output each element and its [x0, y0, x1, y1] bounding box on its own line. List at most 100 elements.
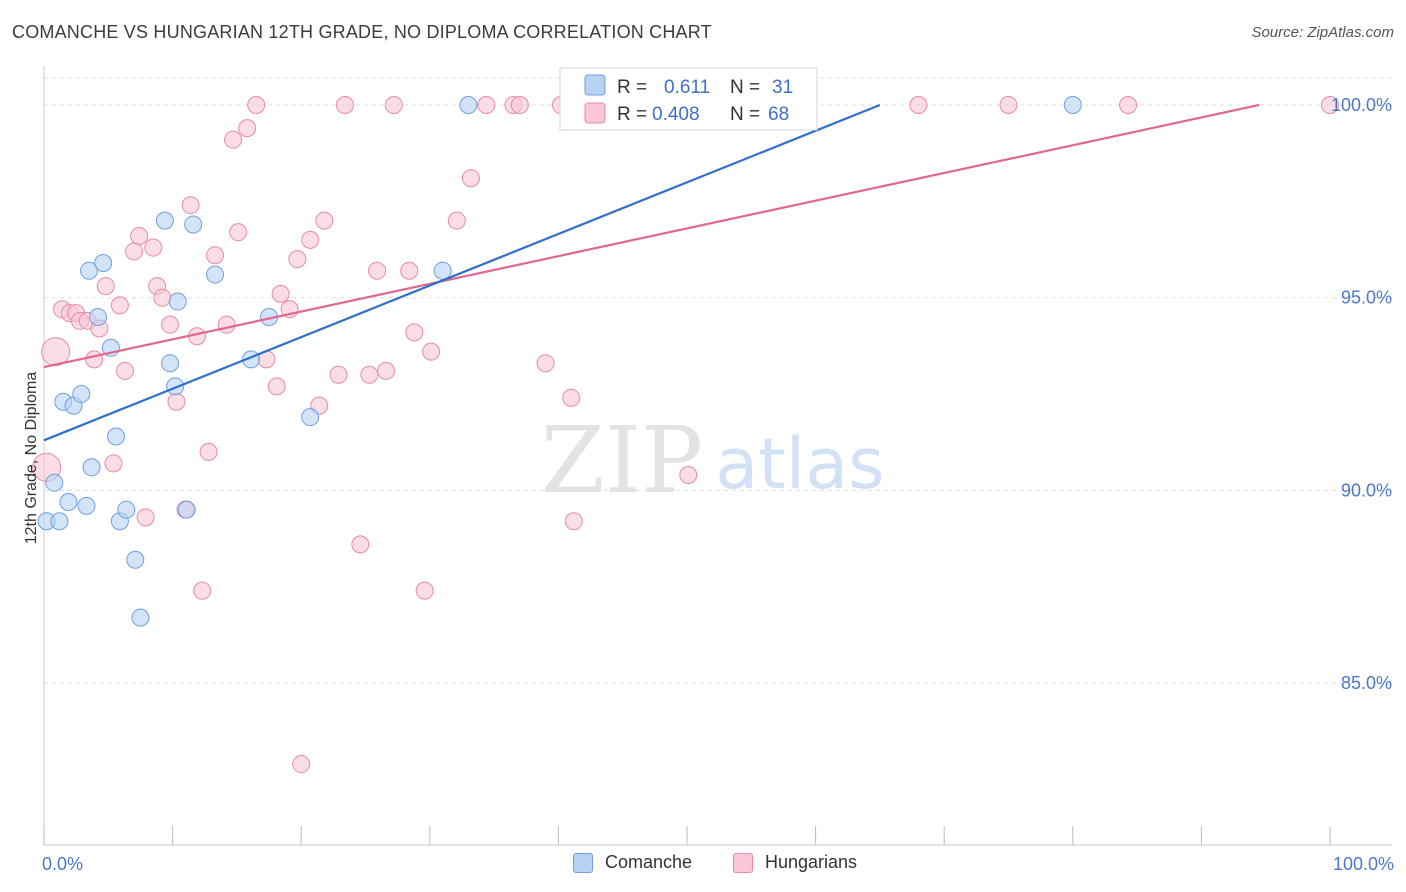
watermark-atlas: atlas — [715, 423, 884, 505]
chart-title: COMANCHE VS HUNGARIAN 12TH GRADE, NO DIP… — [12, 22, 712, 42]
hungarians-point — [351, 535, 370, 554]
legend-item-comanche: Comanche — [573, 852, 692, 873]
hungarians-point — [85, 350, 104, 369]
comanche-point — [45, 473, 64, 492]
hungarians-point — [224, 130, 243, 149]
legend-swatch-hungarians — [584, 102, 606, 124]
hungarians-point — [217, 315, 236, 334]
legend-r-value: 0.611 — [664, 77, 710, 98]
comanche-point — [94, 254, 113, 273]
hungarians-point — [125, 242, 144, 261]
comanche-point — [131, 608, 150, 627]
hungarians-point — [136, 508, 155, 527]
comanche-point — [1063, 95, 1082, 114]
hungarians-point — [288, 250, 307, 269]
hungarians-point — [447, 211, 466, 230]
comanche-swatch — [573, 852, 593, 873]
y-axis-label: 12th Grade, No Diploma — [23, 372, 40, 545]
hungarians-point — [161, 315, 180, 334]
hungarians-point — [96, 277, 115, 296]
hungarians-label: Hungarians — [765, 852, 858, 872]
tick-labels: 85.0% 90.0% 95.0% 100.0% 0.0% 100.0% — [42, 95, 1394, 874]
hungarians-point — [335, 95, 354, 114]
hungarians-trend-line — [43, 103, 1260, 369]
hungarians-point — [999, 95, 1018, 114]
comanche-point — [59, 492, 78, 511]
hungarians-point — [679, 465, 698, 484]
legend-r-value: 0.408 — [652, 104, 700, 125]
hungarians-point — [415, 581, 434, 600]
comanche-point — [166, 377, 185, 396]
comanche-point — [89, 307, 108, 326]
hungarians-point — [238, 119, 257, 138]
hungarians-point — [400, 261, 419, 280]
hungarians-point — [909, 95, 928, 114]
hungarians-point — [193, 581, 212, 600]
comanche-point — [177, 500, 196, 519]
trend-lines — [43, 103, 1260, 442]
hungarians-point — [267, 377, 286, 396]
legend-r-label: R = — [617, 77, 647, 98]
comanche-point — [107, 427, 126, 446]
comanche-point — [155, 211, 174, 230]
hungarians-point — [1321, 95, 1339, 114]
hungarians-point — [510, 95, 529, 114]
comanche-trend-line — [43, 103, 881, 442]
comanche-point — [206, 265, 225, 284]
hungarians-point — [564, 512, 583, 531]
y-tick-label: 95.0% — [1341, 288, 1392, 308]
hungarians-point — [104, 454, 123, 473]
comanche-point — [82, 458, 101, 477]
comanche-point — [161, 354, 180, 373]
legend-r-label: R = — [617, 104, 647, 125]
hungarians-point — [144, 238, 163, 257]
hungarians-point — [301, 230, 320, 249]
hungarians-point — [247, 95, 266, 114]
watermark: ZIP atlas — [541, 407, 885, 514]
legend-item-hungarians: Hungarians — [733, 852, 857, 873]
comanche-point — [72, 385, 91, 404]
comanche-point — [80, 261, 99, 280]
hungarians-point — [199, 442, 218, 461]
y-tick-label: 85.0% — [1341, 673, 1392, 693]
hungarians-point — [1119, 95, 1138, 114]
hungarians-point — [422, 342, 441, 361]
hungarians-point — [477, 95, 496, 114]
legend-swatch-comanche — [584, 74, 606, 96]
hungarians-point — [292, 755, 311, 774]
hungarians-point — [315, 211, 334, 230]
comanche-point — [433, 261, 452, 280]
x-tick-label: 0.0% — [42, 854, 83, 874]
hungarians-point — [116, 361, 135, 380]
hungarians-point — [130, 227, 149, 246]
hungarians-point — [271, 284, 290, 303]
hungarians-point — [536, 354, 555, 373]
hungarians-point — [562, 388, 581, 407]
hungarians-point — [368, 261, 387, 280]
series-legend: Comanche Hungarians — [0, 852, 1406, 878]
comanche-point — [77, 496, 96, 515]
legend-n-label: N = — [730, 104, 760, 125]
comanche-point — [184, 215, 203, 234]
hungarians-point — [229, 223, 248, 242]
comanche-point — [50, 512, 69, 531]
legend-n-label: N = — [730, 77, 760, 98]
hungarians-point — [329, 365, 348, 384]
hungarians-point — [153, 288, 172, 307]
source-note: Source: ZipAtlas.com — [1251, 24, 1394, 41]
x-tick-label: 100.0% — [1333, 854, 1394, 874]
comanche-point — [301, 408, 320, 427]
comanche-point — [117, 500, 136, 519]
hungarians-swatch — [733, 852, 753, 873]
comanche-point — [126, 550, 145, 569]
comanche-point — [168, 292, 187, 311]
hungarians-point — [206, 246, 225, 265]
y-tick-label: 90.0% — [1341, 480, 1392, 500]
watermark-zip: ZIP — [541, 407, 703, 514]
legend-n-value: 68 — [768, 104, 789, 125]
comanche-label: Comanche — [605, 852, 693, 872]
hungarians-point — [360, 365, 379, 384]
comanche-point — [459, 95, 478, 114]
hungarians-point — [461, 169, 480, 188]
